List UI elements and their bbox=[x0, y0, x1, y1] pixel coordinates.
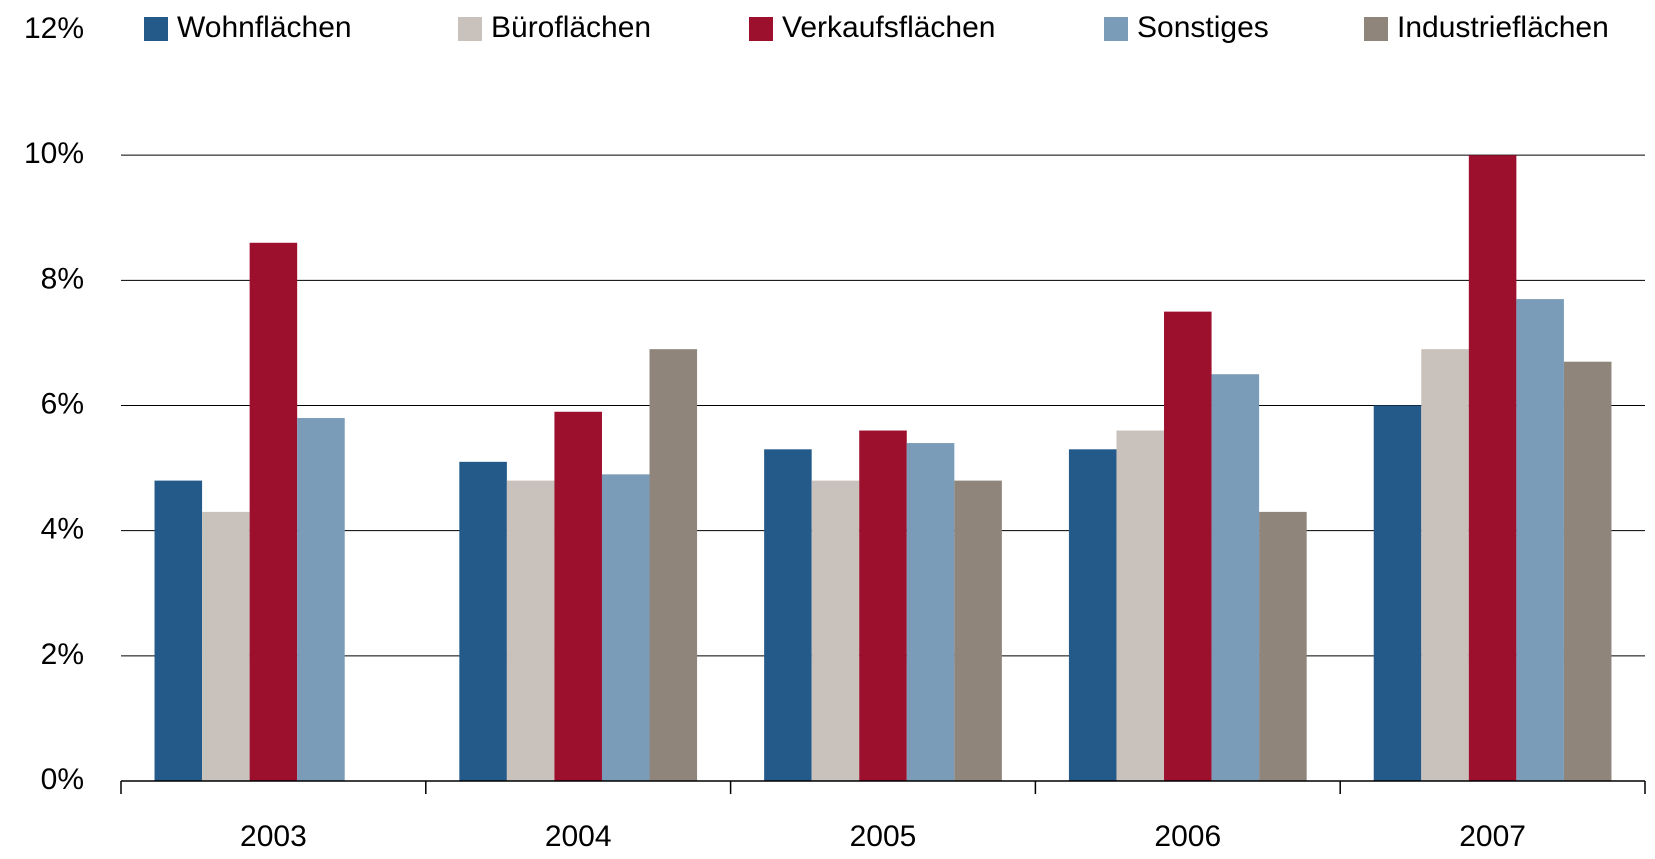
bar bbox=[1116, 430, 1165, 781]
y-tick-label: 4% bbox=[41, 513, 84, 546]
x-tick-label: 2005 bbox=[850, 820, 917, 853]
legend-label: Sonstiges bbox=[1137, 11, 1269, 44]
x-tick-label: 2007 bbox=[1459, 820, 1526, 853]
legend-swatch bbox=[458, 17, 482, 41]
bar bbox=[859, 430, 907, 781]
x-tick-label: 2006 bbox=[1154, 820, 1221, 853]
y-tick-label: 12% bbox=[24, 12, 84, 45]
bar bbox=[1563, 361, 1612, 781]
bar bbox=[459, 461, 507, 781]
bar bbox=[649, 349, 698, 781]
legend-swatch bbox=[1364, 17, 1388, 41]
bar bbox=[1259, 511, 1307, 781]
bar bbox=[906, 443, 955, 781]
bar bbox=[249, 242, 298, 782]
legend-swatch bbox=[749, 17, 773, 41]
x-tick-label: 2004 bbox=[545, 820, 612, 853]
y-tick-label: 2% bbox=[41, 638, 84, 671]
bar bbox=[954, 480, 1002, 781]
y-tick-label: 6% bbox=[41, 387, 84, 420]
legend-swatch bbox=[1104, 17, 1128, 41]
y-tick-label: 10% bbox=[24, 137, 84, 170]
legend-label: Verkaufsflächen bbox=[782, 11, 995, 44]
bar bbox=[764, 449, 812, 781]
bar bbox=[506, 480, 555, 781]
legend-label: Industrieflächen bbox=[1397, 11, 1609, 44]
legend-label: Wohnflächen bbox=[177, 11, 352, 44]
bar bbox=[1468, 155, 1517, 781]
bar bbox=[297, 418, 345, 781]
legend-label: Büroflächen bbox=[491, 11, 651, 44]
bar bbox=[1211, 374, 1260, 781]
bar bbox=[811, 480, 860, 781]
bar bbox=[554, 411, 602, 781]
bar bbox=[1421, 349, 1469, 781]
bar bbox=[1373, 405, 1422, 781]
x-tick-label: 2003 bbox=[240, 820, 307, 853]
bar bbox=[1516, 299, 1564, 781]
y-tick-label: 0% bbox=[41, 763, 84, 796]
y-tick-label: 8% bbox=[41, 262, 84, 295]
bar bbox=[1164, 311, 1212, 781]
bar bbox=[202, 511, 250, 781]
bar bbox=[601, 474, 650, 781]
bar bbox=[1068, 449, 1117, 781]
legend-swatch bbox=[144, 17, 168, 41]
bar bbox=[154, 480, 203, 781]
